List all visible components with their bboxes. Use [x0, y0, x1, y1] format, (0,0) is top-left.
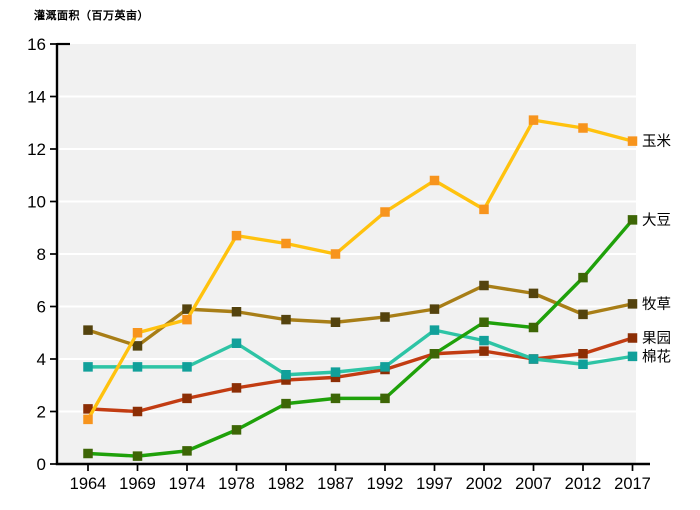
series-line-corn — [86, 118, 635, 422]
data-point-hay-pasture — [479, 280, 489, 291]
x-axis-tick-label: 1974 — [169, 475, 206, 493]
data-point-corn — [380, 207, 390, 217]
data-point-hay-pasture — [132, 341, 143, 351]
series-line-cotton — [86, 328, 635, 377]
series-line-hay-pasture — [86, 283, 635, 348]
y-axis-tick-label: 10 — [27, 193, 46, 212]
data-point-hay-pasture — [231, 307, 242, 317]
data-point-corn — [83, 414, 93, 425]
data-point-cotton — [627, 351, 638, 362]
data-point-hay-pasture — [578, 309, 588, 320]
x-axis-tick-label: 1992 — [367, 475, 404, 493]
data-point-hay-pasture — [281, 314, 291, 325]
series-line-orchards — [86, 336, 635, 414]
series-end-label-hay-pasture: 牧草 — [642, 296, 671, 313]
data-point-orchards — [83, 404, 93, 414]
data-point-soybeans — [83, 448, 93, 459]
y-axis-tick-label: 6 — [37, 298, 46, 317]
series-end-label-corn: 玉米 — [642, 133, 671, 150]
x-axis-tick-label: 1987 — [317, 475, 354, 493]
data-point-corn — [578, 123, 588, 133]
data-point-cotton — [380, 362, 390, 372]
data-point-soybeans — [231, 425, 242, 435]
data-point-orchards — [182, 393, 192, 404]
series-end-label-cotton: 棉花 — [642, 348, 671, 365]
data-point-soybeans — [182, 446, 192, 456]
y-axis-tick-label: 16 — [27, 35, 46, 54]
data-point-soybeans — [578, 272, 588, 283]
data-point-cotton — [231, 338, 242, 348]
data-point-cotton — [429, 325, 440, 335]
data-point-soybeans — [429, 349, 440, 359]
data-point-orchards — [627, 333, 638, 343]
data-point-corn — [528, 115, 539, 125]
data-point-soybeans — [132, 451, 143, 461]
data-point-corn — [429, 175, 440, 186]
x-axis-tick-label: 1982 — [268, 475, 305, 493]
data-point-hay-pasture — [330, 317, 341, 327]
data-point-soybeans — [281, 398, 291, 409]
x-axis-tick-label: 1978 — [218, 475, 255, 493]
y-axis-tick-label: 2 — [37, 403, 46, 422]
data-point-soybeans — [330, 393, 341, 404]
data-point-orchards — [330, 372, 341, 383]
data-point-cotton — [528, 354, 539, 364]
data-point-orchards — [231, 383, 242, 393]
data-point-hay-pasture — [380, 312, 390, 322]
data-point-hay-pasture — [429, 304, 440, 314]
data-point-cotton — [479, 335, 489, 346]
data-point-orchards — [132, 406, 143, 417]
data-point-corn — [231, 230, 242, 241]
data-point-hay-pasture — [627, 299, 638, 309]
data-point-cotton — [132, 362, 143, 372]
data-point-cotton — [182, 362, 192, 372]
data-point-corn — [627, 136, 638, 146]
data-point-cotton — [83, 362, 93, 372]
chart-title: 灌溉面积（百万英亩） — [34, 10, 149, 22]
data-point-hay-pasture — [528, 288, 539, 299]
data-point-orchards — [578, 349, 588, 359]
x-axis-tick-label: 1969 — [119, 475, 156, 493]
data-point-cotton — [330, 367, 341, 377]
data-point-corn — [281, 238, 291, 249]
y-axis-tick-label: 12 — [27, 140, 46, 159]
data-point-soybeans — [380, 393, 390, 404]
x-axis-tick-label: 2002 — [466, 475, 503, 493]
x-axis-tick-label: 2012 — [565, 475, 602, 493]
y-axis-tick-label: 4 — [37, 350, 46, 369]
series-end-label-orchards: 果园 — [642, 331, 671, 347]
x-axis-tick-label: 1964 — [70, 475, 107, 493]
data-point-soybeans — [528, 322, 539, 333]
data-point-corn — [330, 249, 341, 259]
x-axis-tick-label: 2007 — [515, 475, 552, 493]
y-axis-tick-label: 14 — [27, 88, 46, 107]
data-point-orchards — [479, 346, 489, 356]
x-axis-tick-label: 2017 — [614, 475, 651, 493]
series-line-soybeans — [86, 218, 635, 458]
data-point-cotton — [578, 359, 588, 369]
data-point-corn — [479, 204, 489, 215]
data-point-hay-pasture — [83, 325, 93, 335]
data-point-hay-pasture — [182, 304, 192, 314]
data-point-orchards — [281, 375, 291, 385]
data-point-corn — [132, 328, 143, 338]
y-axis-tick-label: 8 — [37, 245, 46, 264]
series-end-label-soybeans: 大豆 — [642, 212, 671, 229]
data-point-corn — [182, 314, 192, 325]
data-point-soybeans — [479, 317, 489, 327]
x-axis-tick-label: 1997 — [416, 475, 453, 493]
data-point-cotton — [281, 370, 291, 380]
y-axis-tick-label: 0 — [37, 455, 46, 474]
data-point-soybeans — [627, 215, 638, 225]
